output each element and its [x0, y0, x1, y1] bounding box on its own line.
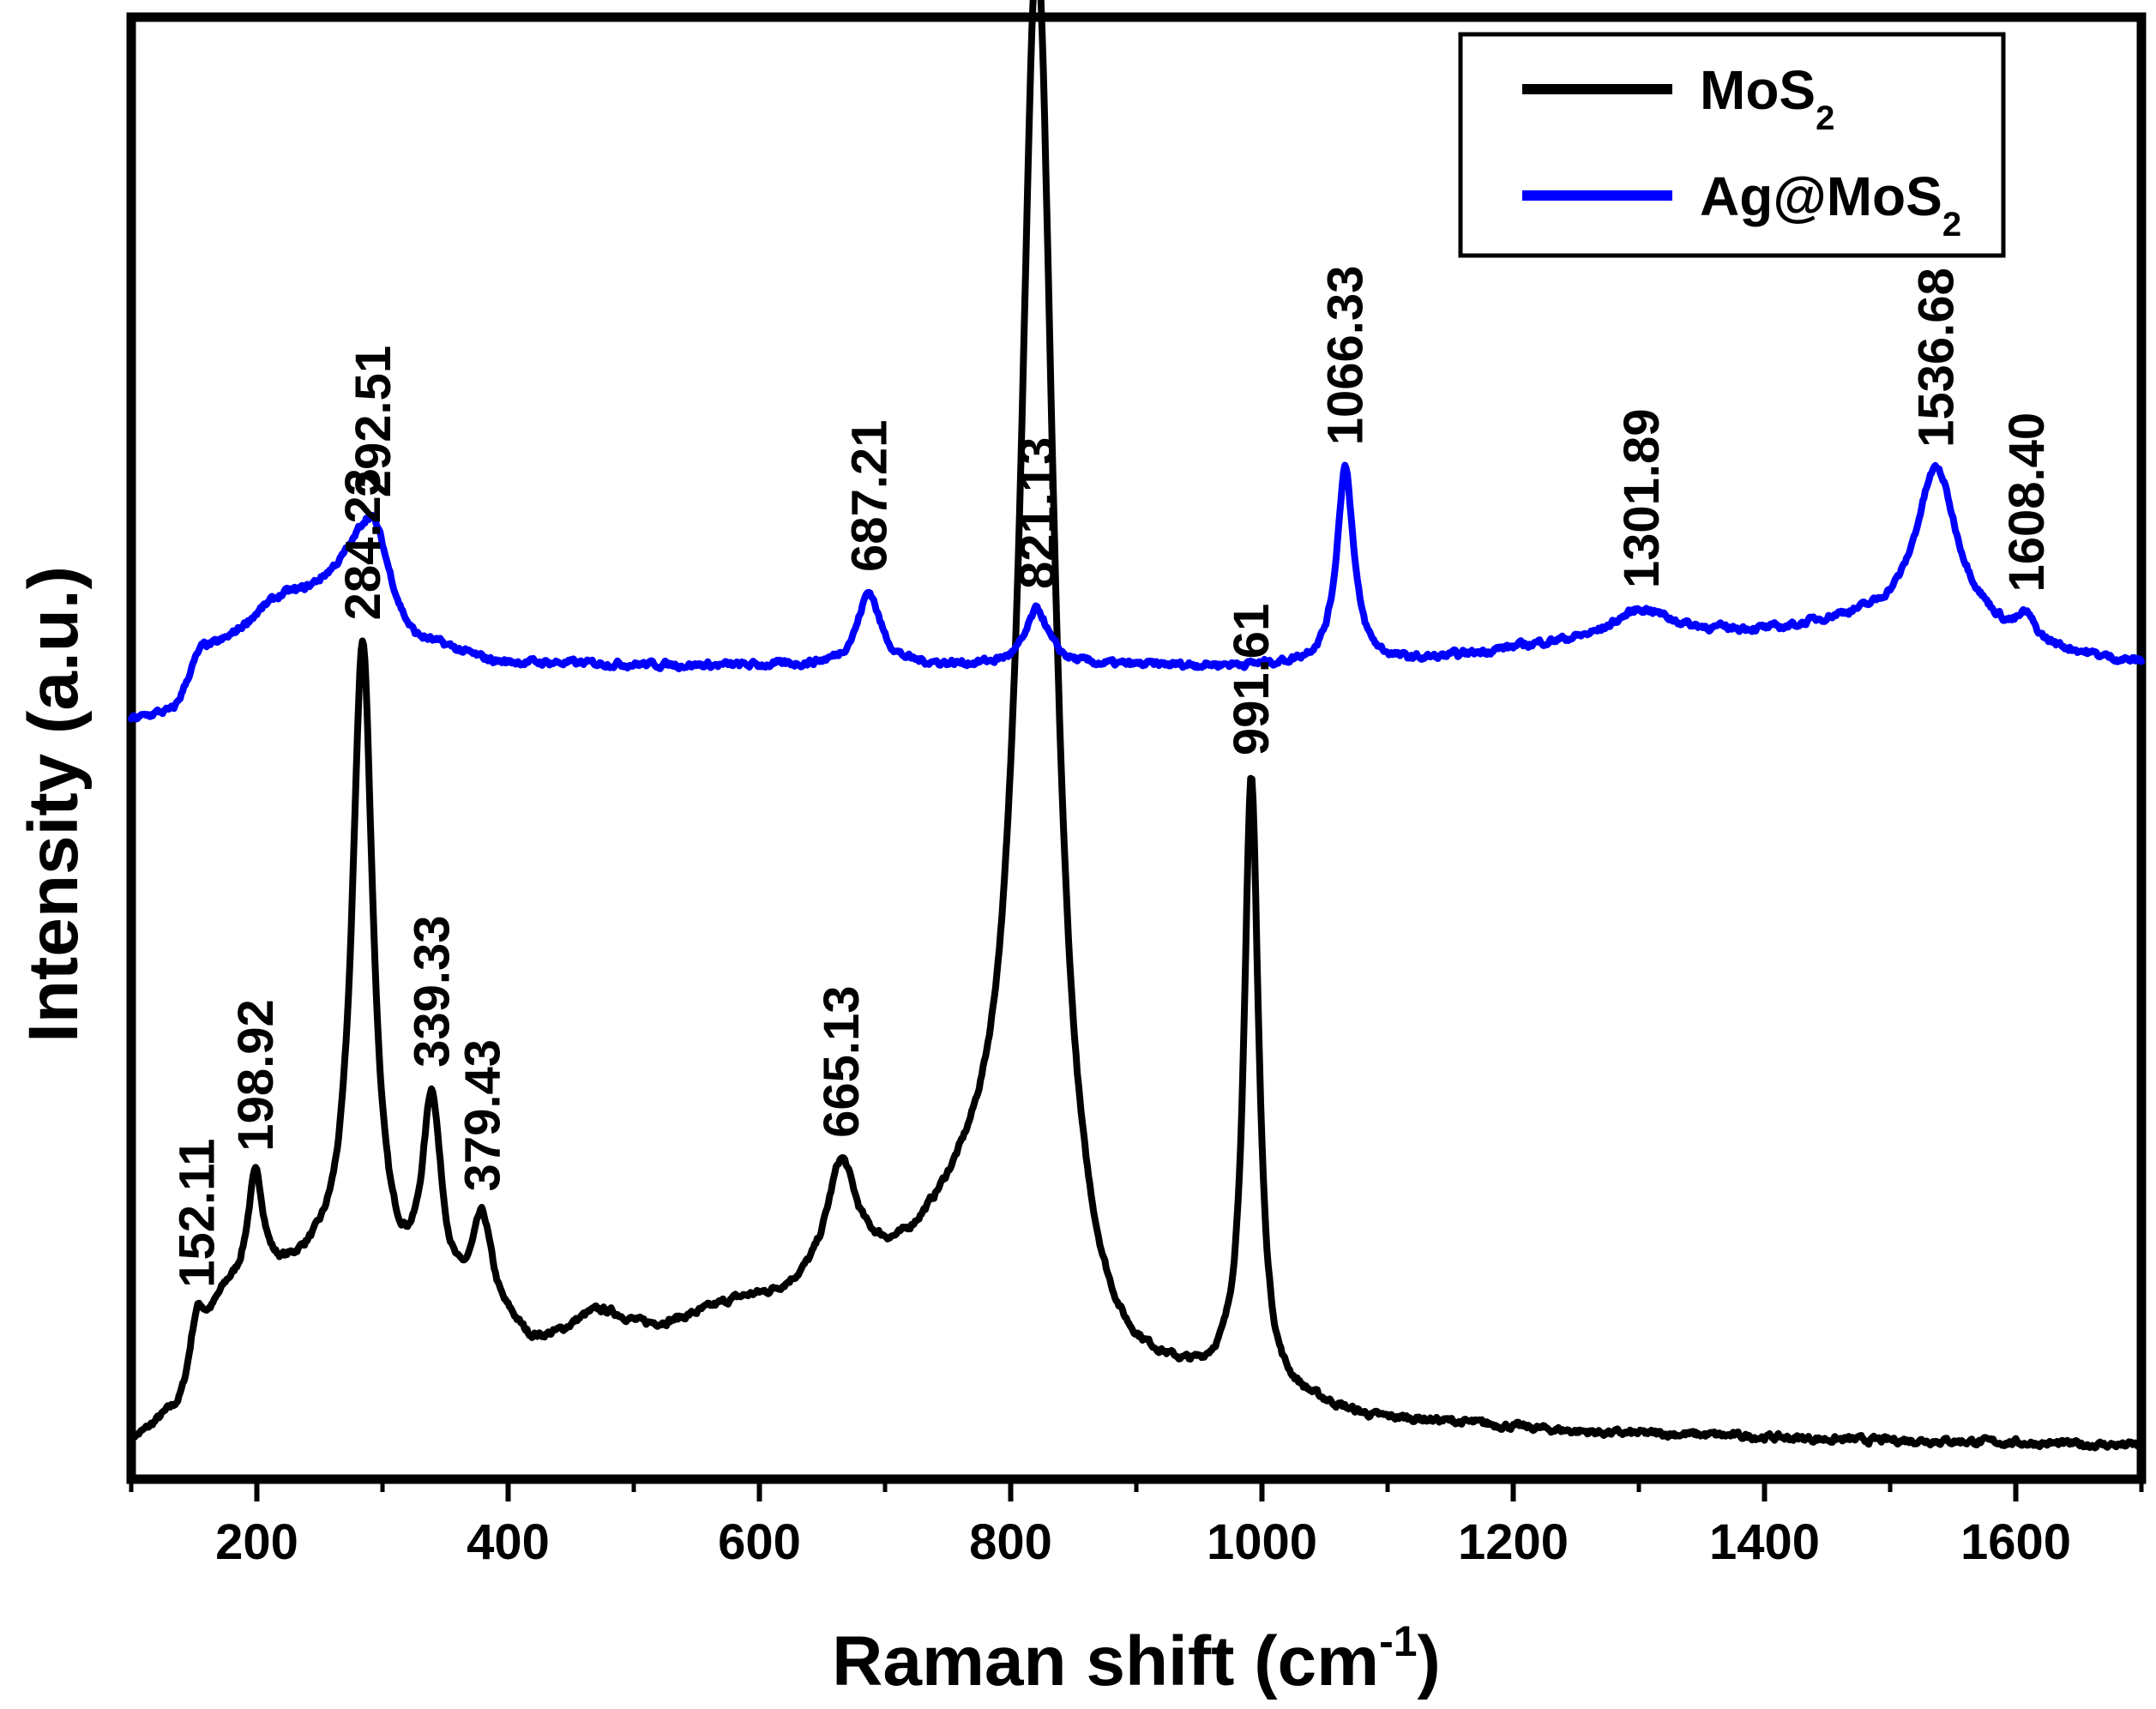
y-axis-title: Intensity (a.u.) [15, 566, 93, 1043]
x-tick-label: 1000 [1207, 1514, 1317, 1570]
peak-label: 292.51 [346, 346, 401, 497]
peak-label: 198.92 [228, 999, 284, 1151]
peak-label: 284.23 [335, 468, 391, 620]
peak-label: 687.21 [841, 420, 897, 572]
peak-label: 1066.33 [1318, 266, 1374, 446]
x-tick-label: 800 [969, 1514, 1052, 1570]
peak-label: 1536.68 [1909, 268, 1965, 448]
peak-label: 991.61 [1224, 604, 1280, 755]
series-line-ag-mos2 [128, 461, 2145, 723]
x-axis-title: Raman shift (cm-1) [832, 1617, 1441, 1700]
peak-label: 821.13 [1010, 437, 1066, 589]
x-tick-label: 1600 [1960, 1514, 2071, 1570]
series-line-mos2 [128, 0, 2145, 1452]
x-tick-label: 1200 [1458, 1514, 1569, 1570]
x-tick-label: 600 [718, 1514, 801, 1570]
legend: MoS2 Ag@MoS2 [1458, 32, 2006, 258]
peak-label: 379.43 [455, 1039, 510, 1191]
peak-label: 339.33 [405, 915, 461, 1067]
series-lines [128, 0, 2145, 1452]
peak-label: 1608.40 [1999, 412, 2055, 593]
legend-box [1458, 32, 2006, 258]
x-axis-ticks [129, 1479, 2144, 1501]
x-tick-label: 400 [467, 1514, 550, 1570]
x-axis-tick-labels: 200 400 600 800 1000 1200 1400 1600 [215, 1514, 2071, 1570]
x-tick-label: 1400 [1709, 1514, 1820, 1570]
peak-label: 1301.89 [1614, 408, 1670, 588]
x-tick-label: 200 [215, 1514, 298, 1570]
legend-label-ag-mos2: Ag@MoS2 [1700, 165, 1961, 244]
peak-label: 665.13 [814, 985, 870, 1137]
legend-label-mos2: MoS2 [1700, 59, 1834, 137]
peak-label: 152.11 [169, 1139, 225, 1288]
